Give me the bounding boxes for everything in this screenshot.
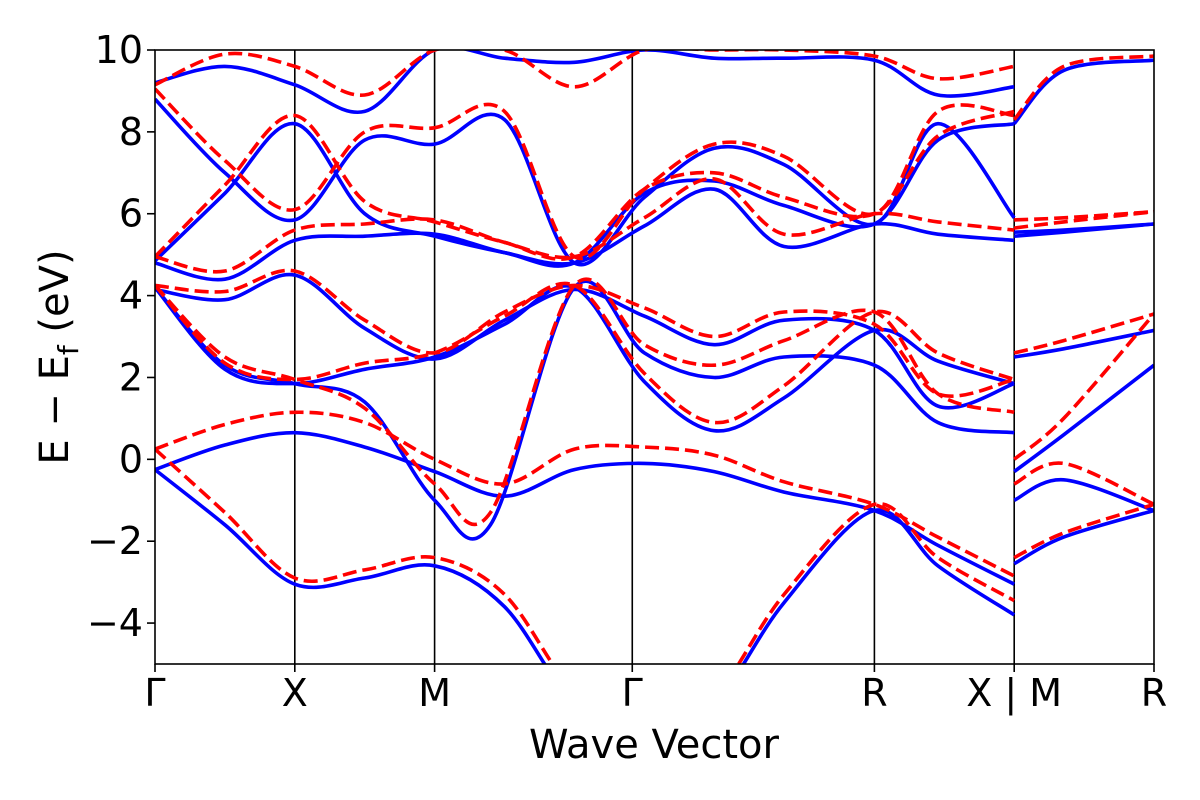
dashed-band-line (155, 268, 1015, 398)
solid-band-line (155, 272, 1015, 410)
y-tick-label: 10 (95, 28, 143, 72)
y-axis-ticks: −4 −2 0 2 4 6 8 10 (87, 28, 155, 645)
solid-band-line (1014, 222, 1154, 234)
dashed-band-line (1013, 312, 1154, 355)
dashed-band-line (1013, 502, 1154, 560)
solid-band-line (1013, 328, 1154, 359)
solid-band-line (155, 430, 1016, 586)
x-tick-label: Γ (144, 671, 165, 715)
solid-band-line (1013, 363, 1154, 474)
dashed-band-line (1012, 54, 1154, 121)
x-tick-label: Γ (622, 671, 643, 715)
y-tick-label: −2 (87, 519, 143, 563)
dashed-band-line (155, 50, 1015, 97)
solid-band-line (155, 50, 1015, 115)
x-tick-label: R (1141, 671, 1167, 715)
y-tick-label: −4 (87, 601, 143, 645)
dashed-band-line (155, 277, 1015, 527)
y-tick-label: 6 (119, 192, 143, 236)
x-tick-label: X (282, 671, 308, 715)
y-tick-label: 8 (119, 110, 143, 154)
solid-band-line (1013, 477, 1154, 513)
dashed-band-line (155, 87, 1015, 261)
solid-band-line (155, 279, 1015, 541)
plot-frame (154, 49, 1155, 665)
solid-band-line (155, 97, 1016, 267)
x-axis-ticks: Γ X M Γ R X | M R (144, 664, 1167, 716)
y-tick-label: 2 (119, 355, 143, 399)
solid-band-line (155, 284, 1015, 433)
solid-band-line (1013, 508, 1154, 566)
x-tick-label: R (861, 671, 887, 715)
y-tick-label: 0 (119, 437, 143, 481)
solid-band-line (1012, 58, 1154, 125)
y-tick-label: 4 (119, 274, 143, 318)
band-lines (155, 50, 1154, 664)
dashed-band-line (155, 281, 1015, 425)
y-axis-title: E − Ef (eV) (32, 249, 85, 464)
dashed-band-line (155, 410, 1016, 578)
x-tick-label: M (418, 671, 451, 715)
dashed-band-line (155, 447, 1016, 664)
y-axis-title-subscript: f (52, 344, 85, 355)
x-tick-label: X | M (966, 671, 1062, 716)
y-axis-title-unit: (eV) (32, 249, 78, 345)
dashed-band-line (1013, 209, 1154, 230)
x-axis-title: Wave Vector (529, 722, 780, 768)
y-axis-title-main: E − E (32, 355, 78, 465)
dashed-band-line (1013, 312, 1154, 461)
